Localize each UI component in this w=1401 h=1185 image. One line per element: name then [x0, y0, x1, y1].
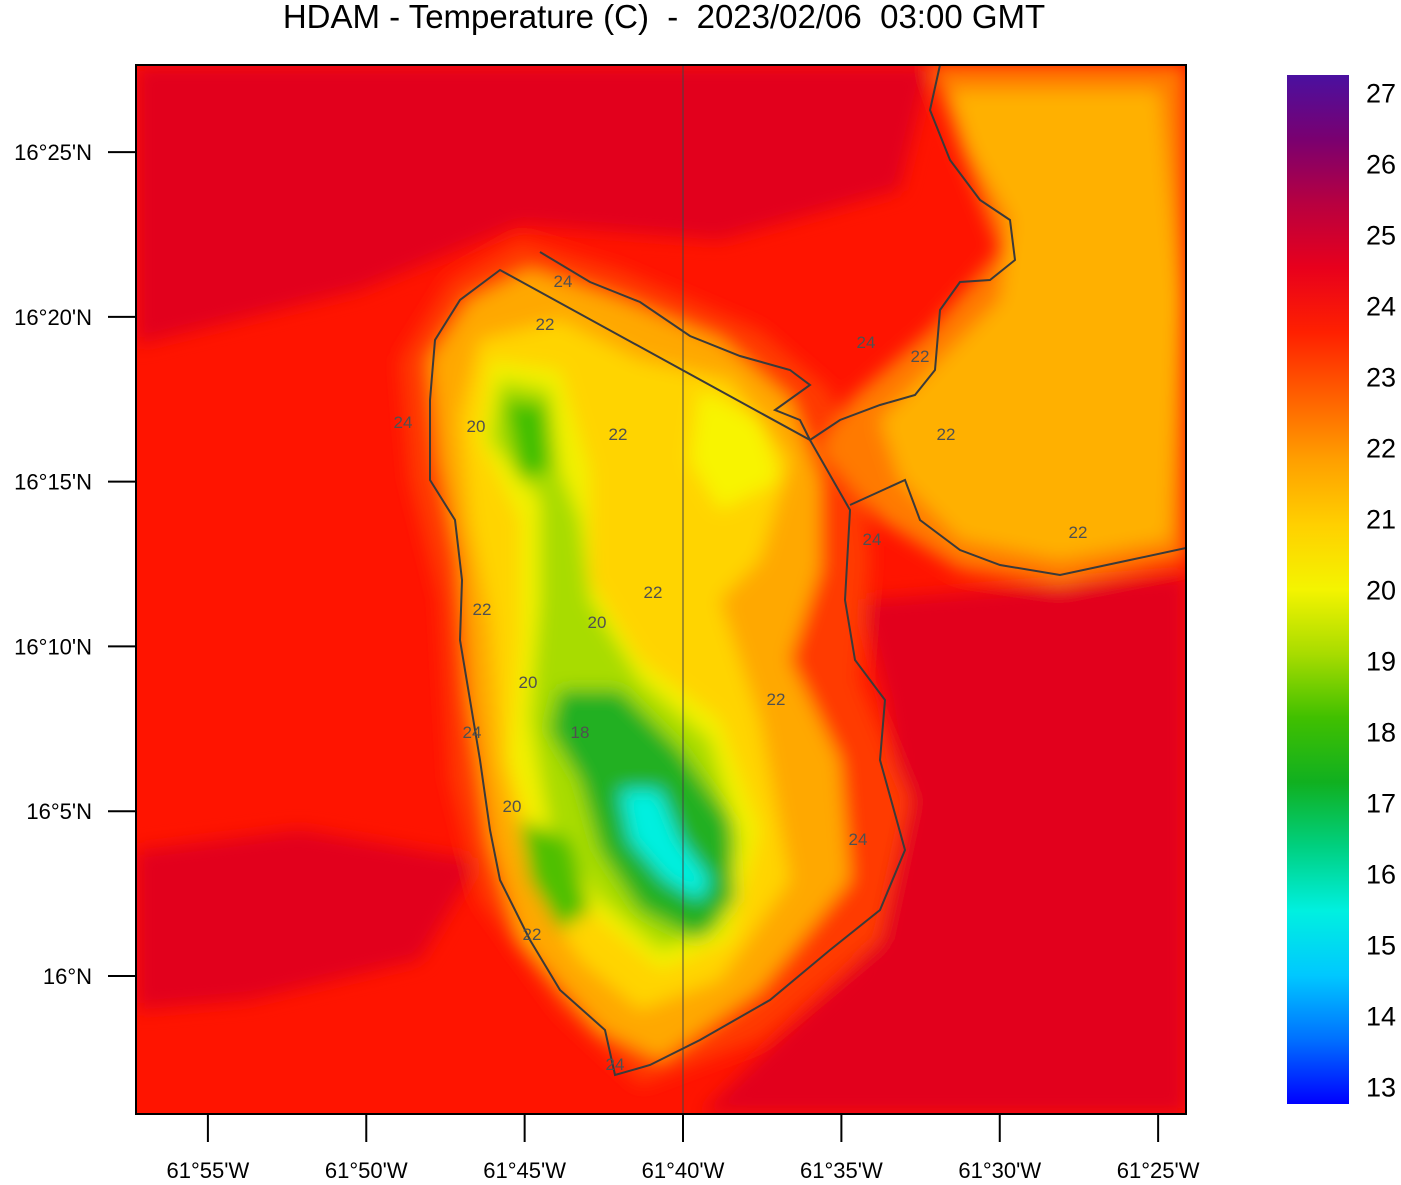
x-tick-label: 61°35'W: [800, 1158, 883, 1180]
colorbar-tick-label: 20: [1366, 576, 1396, 606]
contour-label: 20: [519, 673, 538, 692]
colorbar: [1287, 75, 1349, 1104]
contour-label: 18: [571, 723, 590, 742]
x-tick-label: 61°55'W: [167, 1158, 250, 1180]
contour-label: 22: [536, 315, 555, 334]
colorbar-tick-label: 21: [1366, 505, 1396, 535]
temperature-field: [136, 65, 1186, 1114]
colorbar-tick-label: 17: [1366, 788, 1396, 818]
colorbar-tick-label: 24: [1366, 292, 1396, 322]
y-tick-label: 16°5'N: [26, 799, 92, 824]
contour-label: 20: [588, 613, 607, 632]
x-tick-label: 61°50'W: [325, 1158, 408, 1180]
y-tick-label: 16°25'N: [14, 140, 92, 165]
contour-label: 22: [523, 925, 542, 944]
contour-label: 24: [606, 1055, 625, 1074]
chart-title: HDAM - Temperature (C) - 2023/02/06 03:0…: [283, 0, 1045, 35]
x-tick-label: 61°40'W: [642, 1158, 725, 1180]
contour-label: 20: [503, 797, 522, 816]
colorbar-tick-label: 25: [1366, 221, 1396, 251]
contour-label: 22: [1069, 523, 1088, 542]
contour-label: 24: [857, 333, 876, 352]
contour-label: 22: [911, 347, 930, 366]
colorbar-tick-label: 27: [1366, 79, 1396, 109]
colorbar-tick-label: 13: [1366, 1072, 1396, 1102]
colorbar-tick-label: 18: [1366, 717, 1396, 747]
colorbar-tick-label: 26: [1366, 150, 1396, 180]
colorbar-tick-label: 14: [1366, 1001, 1396, 1031]
contour-label: 24: [394, 413, 413, 432]
contour-label: 24: [849, 830, 868, 849]
contour-label: 24: [463, 723, 482, 742]
y-tick-label: 16°15'N: [14, 470, 92, 495]
x-tick-label: 61°45'W: [483, 1158, 566, 1180]
y-tick-label: 16°N: [43, 964, 92, 989]
y-tick-label: 16°10'N: [14, 634, 92, 659]
colorbar-tick-label: 16: [1366, 859, 1396, 889]
contour-label: 22: [644, 583, 663, 602]
colorbar-tick-label: 22: [1366, 434, 1396, 464]
colorbar-tick-label: 15: [1366, 930, 1396, 960]
colorbar-tick-label: 19: [1366, 646, 1396, 676]
colorbar-tick-label: 23: [1366, 363, 1396, 393]
x-tick-label: 61°25'W: [1117, 1158, 1200, 1180]
contour-label: 22: [937, 425, 956, 444]
contour-label: 24: [863, 530, 882, 549]
contour-label: 22: [609, 425, 628, 444]
plot-frame: [135, 64, 1187, 1115]
contour-label: 22: [473, 600, 492, 619]
contour-label: 22: [767, 690, 786, 709]
y-tick-label: 16°20'N: [14, 305, 92, 330]
contour-label: 24: [554, 272, 573, 291]
contour-label: 20: [467, 417, 486, 436]
x-tick-label: 61°30'W: [958, 1158, 1041, 1180]
